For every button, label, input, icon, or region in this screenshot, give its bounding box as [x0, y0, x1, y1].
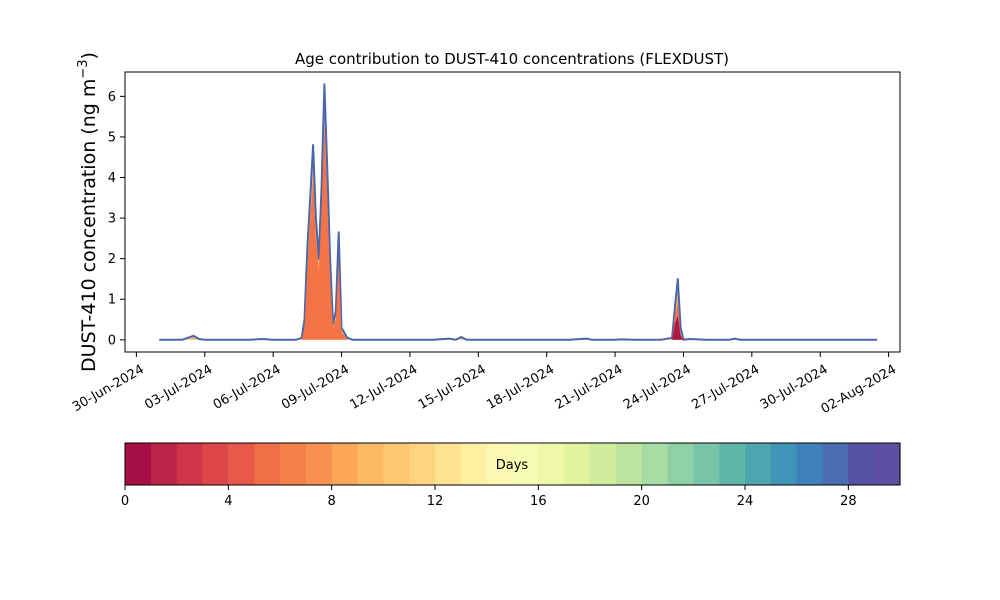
plot-frame: [124, 71, 901, 353]
colorbar-tick-label: 24: [737, 494, 754, 509]
colorbar-bin: [822, 443, 849, 485]
colorbar-bin: [409, 443, 436, 485]
colorbar-bin: [305, 443, 333, 485]
plot-marks: [159, 83, 878, 341]
series-fill-1: [301, 124, 684, 340]
y-tick-label: 4: [108, 171, 116, 186]
colorbar-bin: [125, 443, 152, 485]
colorbar-bin: [512, 443, 539, 485]
age-colorbar: [125, 443, 901, 485]
colorbar-bin: [331, 443, 359, 485]
colorbar-tick-label: 0: [121, 494, 129, 509]
colorbar-tick-label: 8: [328, 494, 336, 509]
colorbar-bin: [719, 443, 746, 485]
y-axis-label: DUST-410 concentration (ng m−3): [76, 52, 100, 372]
colorbar-label: Days: [496, 458, 529, 473]
colorbar-bin: [590, 443, 617, 485]
series-line-total: [159, 83, 878, 341]
colorbar-bin: [176, 443, 204, 485]
y-axis-label-main: DUST-410 concentration (ng m: [78, 79, 100, 372]
y-tick-label: 2: [108, 252, 116, 267]
colorbar-bin: [202, 443, 229, 485]
colorbar-bin: [641, 443, 669, 485]
chart-title: Age contribution to DUST-410 concentrati…: [295, 50, 729, 68]
y-axis-ticks: 0 1 2 3 4 5 6: [108, 90, 125, 348]
colorbar-bin: [848, 443, 875, 485]
y-tick-label: 3: [108, 212, 116, 227]
colorbar-tick-label: 4: [224, 494, 232, 509]
colorbar-bin: [796, 443, 824, 485]
colorbar-bin: [357, 443, 384, 485]
series-fill-2: [672, 315, 684, 340]
colorbar-bin: [460, 443, 488, 485]
colorbar-bin: [770, 443, 798, 485]
colorbar-bin: [667, 443, 694, 485]
colorbar-bin: [150, 443, 178, 485]
y-tick-label: 1: [108, 293, 116, 308]
colorbar-ticks: 0 4 8 12 16 20 24 28: [121, 485, 857, 509]
y-tick-label: 6: [108, 90, 116, 105]
colorbar-frame: [124, 442, 901, 486]
colorbar-bin: [280, 443, 307, 485]
colorbar-bin: [435, 443, 462, 485]
y-tick-label: 0: [108, 333, 116, 348]
colorbar-tick-label: 20: [633, 494, 650, 509]
colorbar-bin: [228, 443, 255, 485]
colorbar-bin: [538, 443, 565, 485]
colorbar-bin: [486, 443, 514, 485]
colorbar-tick-label: 28: [840, 494, 857, 509]
y-tick-label: 5: [108, 130, 116, 145]
colorbar-bin: [564, 443, 591, 485]
colorbar-tick-label: 16: [530, 494, 547, 509]
colorbar-bin: [383, 443, 410, 485]
y-axis-label-superscript: −3: [76, 59, 91, 78]
colorbar-bin: [254, 443, 281, 485]
colorbar-bin: [693, 443, 720, 485]
colorbar-tick-label: 12: [427, 494, 444, 509]
y-axis-label-close: ): [78, 52, 100, 59]
colorbar-bin: [615, 443, 643, 485]
colorbar-bin: [745, 443, 772, 485]
colorbar-bin: [874, 443, 901, 485]
